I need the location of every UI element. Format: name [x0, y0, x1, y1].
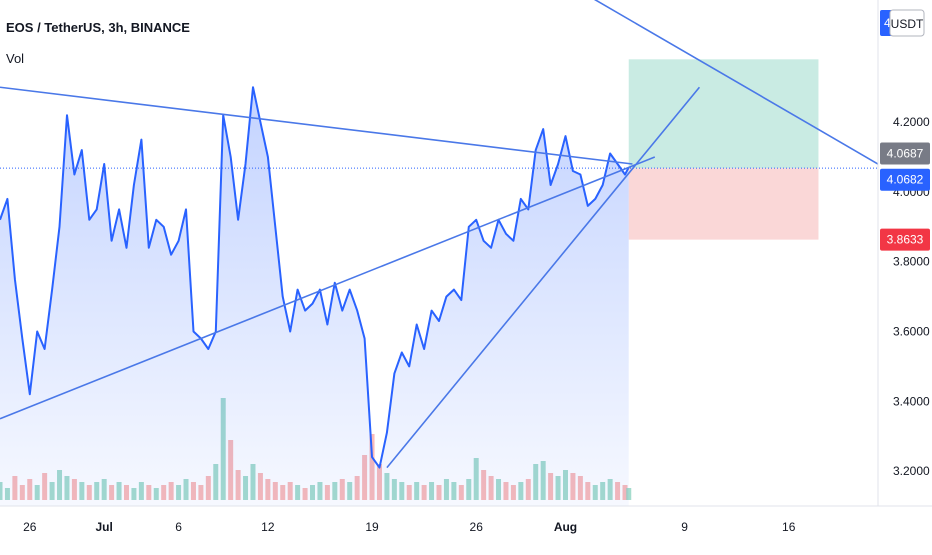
currency-badge-text: USDT: [891, 17, 924, 31]
top-price-label: 4: [880, 10, 892, 36]
profit-zone: [628, 59, 819, 169]
price-area-fill: [0, 87, 629, 506]
trendline-lower-ascending: [0, 156, 656, 420]
currency-badge: USDT: [889, 9, 925, 37]
y-tick-label: 3.6000: [893, 325, 930, 339]
x-tick-label: 26: [470, 520, 484, 534]
trendline-rising-support: [386, 86, 701, 469]
x-tick-label: 9: [681, 520, 688, 534]
y-tick-label: 3.2000: [893, 464, 930, 478]
x-tick-label: Jul: [95, 520, 112, 534]
stop-price-label: 3.8633: [880, 228, 930, 251]
target-price-label: 4.0687: [880, 142, 930, 165]
x-tick-label: 12: [261, 520, 275, 534]
x-tick-label: 6: [175, 520, 182, 534]
y-tick-label: 3.4000: [893, 394, 930, 408]
price-labels: 4.0687 4.0682 3.8633 4 USDT: [880, 9, 930, 251]
x-tick-label: 26: [23, 520, 37, 534]
x-tick-label: 19: [365, 520, 379, 534]
target-price-label-text: 4.0687: [887, 147, 924, 161]
top-price-label-bg: [880, 10, 892, 36]
chart-title: EOS / TetherUS, 3h, BINANCE: [6, 20, 190, 35]
currency-badge-bg: [889, 9, 925, 37]
x-tick-label: 16: [782, 520, 796, 534]
stop-price-label-text: 3.8633: [887, 233, 924, 247]
top-price-label-text: 4: [884, 16, 891, 30]
trendline-upper-right-line: [593, 0, 879, 165]
y-tick-label: 3.8000: [893, 255, 930, 269]
current-price-label-text: 4.0682: [887, 173, 924, 187]
trendline-upper-descending: [0, 86, 633, 165]
current-price-label: 4.0682: [880, 168, 930, 191]
volume-label: Vol: [6, 51, 25, 66]
volume-bar: [626, 488, 632, 500]
loss-zone: [628, 168, 819, 240]
trendlines[interactable]: [0, 0, 879, 469]
position-zones[interactable]: [628, 59, 819, 240]
y-tick-label: 4.2000: [893, 115, 930, 129]
target-price-label-bg: [880, 142, 930, 165]
stop-price-label-bg: [880, 228, 930, 251]
current-price-label-bg: [880, 168, 930, 191]
x-tick-label: Aug: [554, 520, 577, 534]
